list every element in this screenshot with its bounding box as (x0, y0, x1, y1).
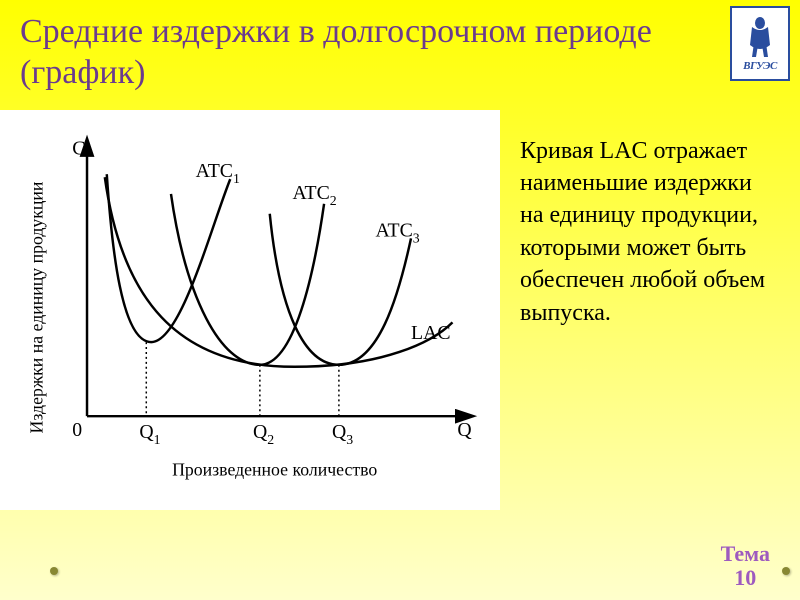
content-row: С 0 Q Издержки на единицу продукции Прои… (0, 100, 800, 510)
footer-line2: 10 (721, 566, 770, 590)
drop-lines (146, 342, 339, 416)
label-lac: LAC (411, 322, 451, 344)
xtick-q3: Q3 (332, 421, 353, 447)
decorative-bullet-right (782, 567, 790, 575)
xtick-q2: Q2 (253, 421, 274, 447)
x-end-label: Q (457, 419, 471, 441)
footer-line1: Тема (721, 542, 770, 566)
curves (105, 174, 453, 367)
logo-figure-icon (740, 15, 780, 60)
logo-text: ВГУЭС (743, 60, 777, 72)
xtick-q1: Q1 (139, 421, 160, 447)
label-atc2: ATC2 (292, 181, 336, 207)
footer: Тема 10 (721, 542, 770, 590)
y-top-label: С (72, 137, 85, 159)
chart-svg: С 0 Q Издержки на единицу продукции Прои… (8, 118, 492, 502)
explanation-text: Кривая LAC отражает наименьшие издержки … (520, 110, 780, 510)
university-logo: ВГУЭС (730, 6, 790, 81)
label-atc1: ATC1 (196, 160, 240, 186)
lac-chart: С 0 Q Издержки на единицу продукции Прои… (0, 110, 500, 510)
x-axis-label-1: Произведенное количество (172, 459, 377, 479)
page-title: Средние издержки в долгосрочном периоде … (0, 0, 800, 100)
y-axis-label: Издержки на единицу продукции (27, 181, 47, 433)
label-atc3: ATC3 (375, 219, 419, 245)
decorative-bullet-left (50, 567, 58, 575)
origin-label: 0 (72, 419, 82, 441)
